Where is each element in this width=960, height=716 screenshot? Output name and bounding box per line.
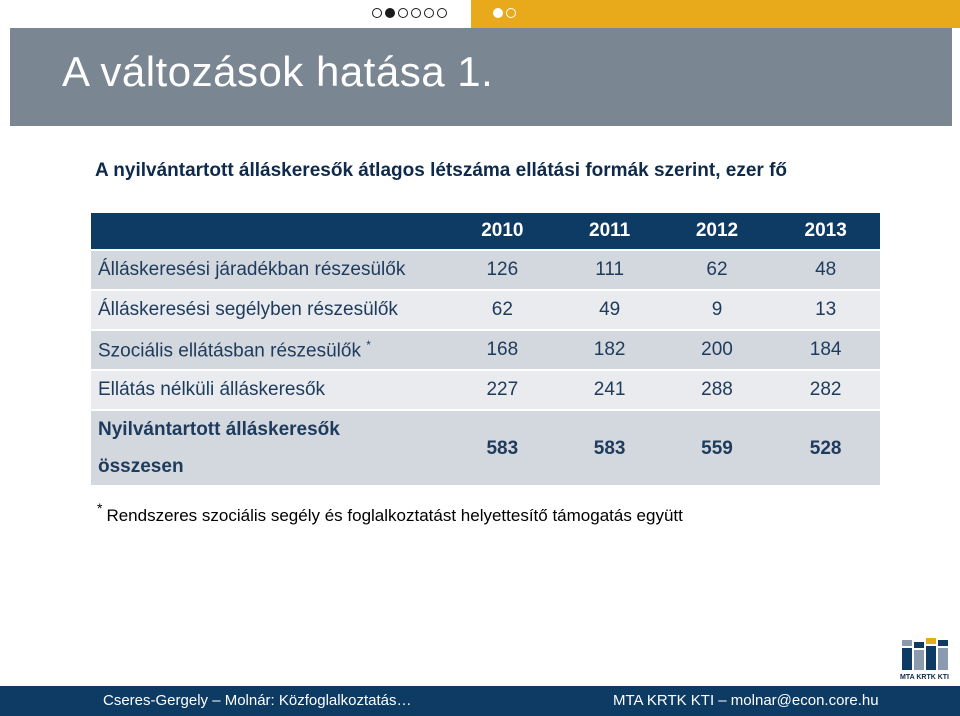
cell-value: 49	[556, 290, 663, 331]
cell-value: 62	[448, 290, 557, 331]
row-label: Ellátás nélküli álláskeresők	[91, 370, 448, 411]
row-label: Álláskeresési segélyben részesülők	[91, 290, 448, 331]
progress-dot	[411, 8, 421, 18]
header-cell-year: 2013	[771, 213, 880, 251]
title-band-right-edge	[952, 28, 960, 126]
row-label: Szociális ellátásban részesülők *	[91, 330, 448, 371]
row-label: Álláskeresési járadékban részesülők	[91, 250, 448, 291]
header-cell-empty	[91, 213, 448, 251]
cell-value: 62	[662, 250, 772, 291]
table-caption: A nyilvántartott álláskeresők átlagos lé…	[95, 160, 788, 181]
footnote: * Rendszeres szociális segély és foglalko…	[97, 500, 683, 526]
cell-value: 200	[662, 330, 772, 371]
header-cell-year: 2012	[662, 213, 772, 251]
footnote-text: Rendszeres szociális segély és foglalkoz…	[106, 506, 683, 525]
table-row: Ellátás nélküli álláskeresők 227 241 288…	[91, 370, 880, 411]
cell-value: 182	[556, 330, 663, 371]
section-progress-dots	[493, 8, 516, 18]
table-header-row: 2010 2011 2012 2013	[91, 213, 880, 251]
row-label-text: Szociális ellátásban részesülők	[98, 340, 361, 362]
total-label-line2: összesen	[98, 456, 184, 477]
footer-contact: MTA KRTK KTI – molnar@econ.core.hu	[613, 692, 879, 709]
footnote-marker: *	[97, 500, 103, 516]
progress-dot	[372, 8, 382, 18]
cell-value: 227	[448, 370, 557, 411]
section-dot-active	[493, 8, 503, 18]
top-bar-right	[471, 0, 960, 28]
progress-dot	[437, 8, 447, 18]
mta-krtk-kti-logo-icon	[902, 638, 948, 670]
logo-text: MTA KRTK KTI	[900, 674, 949, 681]
progress-dot-active	[385, 8, 395, 18]
footnote-marker: *	[366, 337, 371, 352]
header-cell-year: 2010	[448, 213, 557, 251]
total-value: 528	[771, 410, 880, 487]
title-band	[0, 28, 960, 126]
table-row: Szociális ellátásban részesülők * 168 18…	[91, 330, 880, 371]
title-band-left-edge	[0, 28, 10, 126]
slide-progress-dots	[372, 8, 447, 18]
table-total-row: Nyilvántartott álláskeresők összesen 583 …	[91, 410, 880, 487]
total-value: 583	[556, 410, 663, 487]
total-label: Nyilvántartott álláskeresők összesen	[91, 410, 448, 487]
cell-value: 184	[771, 330, 880, 371]
table-row: Álláskeresési járadékban részesülők 126 …	[91, 250, 880, 291]
cell-value: 282	[771, 370, 880, 411]
section-dot	[506, 8, 516, 18]
cell-value: 241	[556, 370, 663, 411]
cell-value: 48	[771, 250, 880, 291]
footer-bar: Cseres-Gergely – Molnár: Közfoglalkoztat…	[0, 686, 960, 716]
total-label-line1: Nyilvántartott álláskeresők	[98, 419, 340, 440]
cell-value: 126	[448, 250, 557, 291]
page-title: A változások hatása 1.	[62, 48, 494, 95]
cell-value: 9	[662, 290, 772, 331]
total-value: 583	[448, 410, 557, 487]
total-value: 559	[662, 410, 772, 487]
cell-value: 288	[662, 370, 772, 411]
cell-value: 13	[771, 290, 880, 331]
progress-dot	[398, 8, 408, 18]
progress-dot	[424, 8, 434, 18]
cell-value: 168	[448, 330, 557, 371]
data-table: 2010 2011 2012 2013 Álláskeresési járadé…	[91, 213, 880, 487]
footer-presentation-title: Cseres-Gergely – Molnár: Közfoglalkoztat…	[103, 692, 412, 709]
header-cell-year: 2011	[556, 213, 663, 251]
cell-value: 111	[556, 250, 663, 291]
table-row: Álláskeresési segélyben részesülők 62 49…	[91, 290, 880, 331]
